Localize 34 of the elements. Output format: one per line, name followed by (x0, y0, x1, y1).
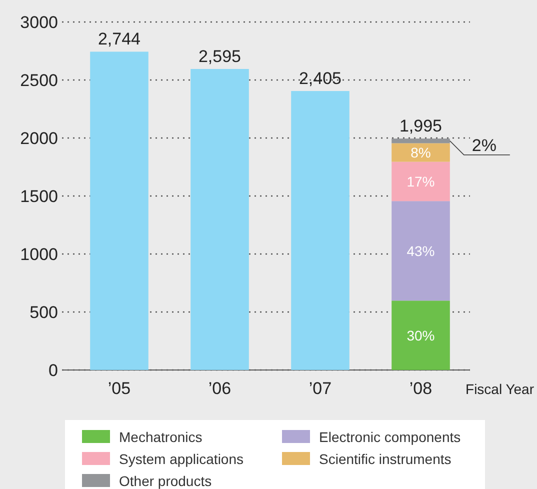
bar (392, 138, 450, 144)
bar (190, 68, 249, 370)
y-tick-label: 1500 (20, 187, 58, 206)
x-tick-label: ’06 (208, 379, 232, 398)
y-tick-label: 2000 (20, 129, 58, 148)
total-label: 2,744 (98, 30, 141, 49)
y-tick-label: 2500 (20, 71, 58, 90)
y-tick-label: 1000 (20, 245, 58, 264)
annotation: 8% (410, 144, 431, 160)
legend-label: Scientific instruments (319, 451, 452, 467)
legend-label: System applications (119, 451, 244, 467)
x-axis-title: Fiscal Year (466, 381, 534, 397)
x-tick-label: ’07 (308, 379, 332, 398)
y-tick-label: 0 (48, 361, 58, 380)
bar (291, 91, 350, 370)
legend-label: Other products (119, 473, 212, 489)
x-tick-label: ’08 (409, 379, 432, 398)
y-tick-label: 3000 (20, 13, 58, 32)
total-label: 2,595 (198, 46, 242, 66)
annotation: 17% (406, 173, 435, 190)
legend-label: Mechatronics (119, 429, 202, 445)
annotation: 43% (406, 242, 435, 259)
y-tick-label: 500 (30, 303, 58, 322)
bar (392, 162, 450, 202)
total-label: 2,405 (298, 69, 342, 88)
bar (392, 300, 450, 370)
total-label: 1,995 (399, 116, 442, 136)
bar (90, 52, 148, 370)
legend-label: Electronic components (319, 429, 461, 445)
text: 2% (472, 136, 496, 155)
bar (392, 143, 450, 162)
bar (392, 201, 450, 301)
annotation: 30% (406, 327, 435, 344)
x-tick-label: ’05 (108, 379, 131, 398)
